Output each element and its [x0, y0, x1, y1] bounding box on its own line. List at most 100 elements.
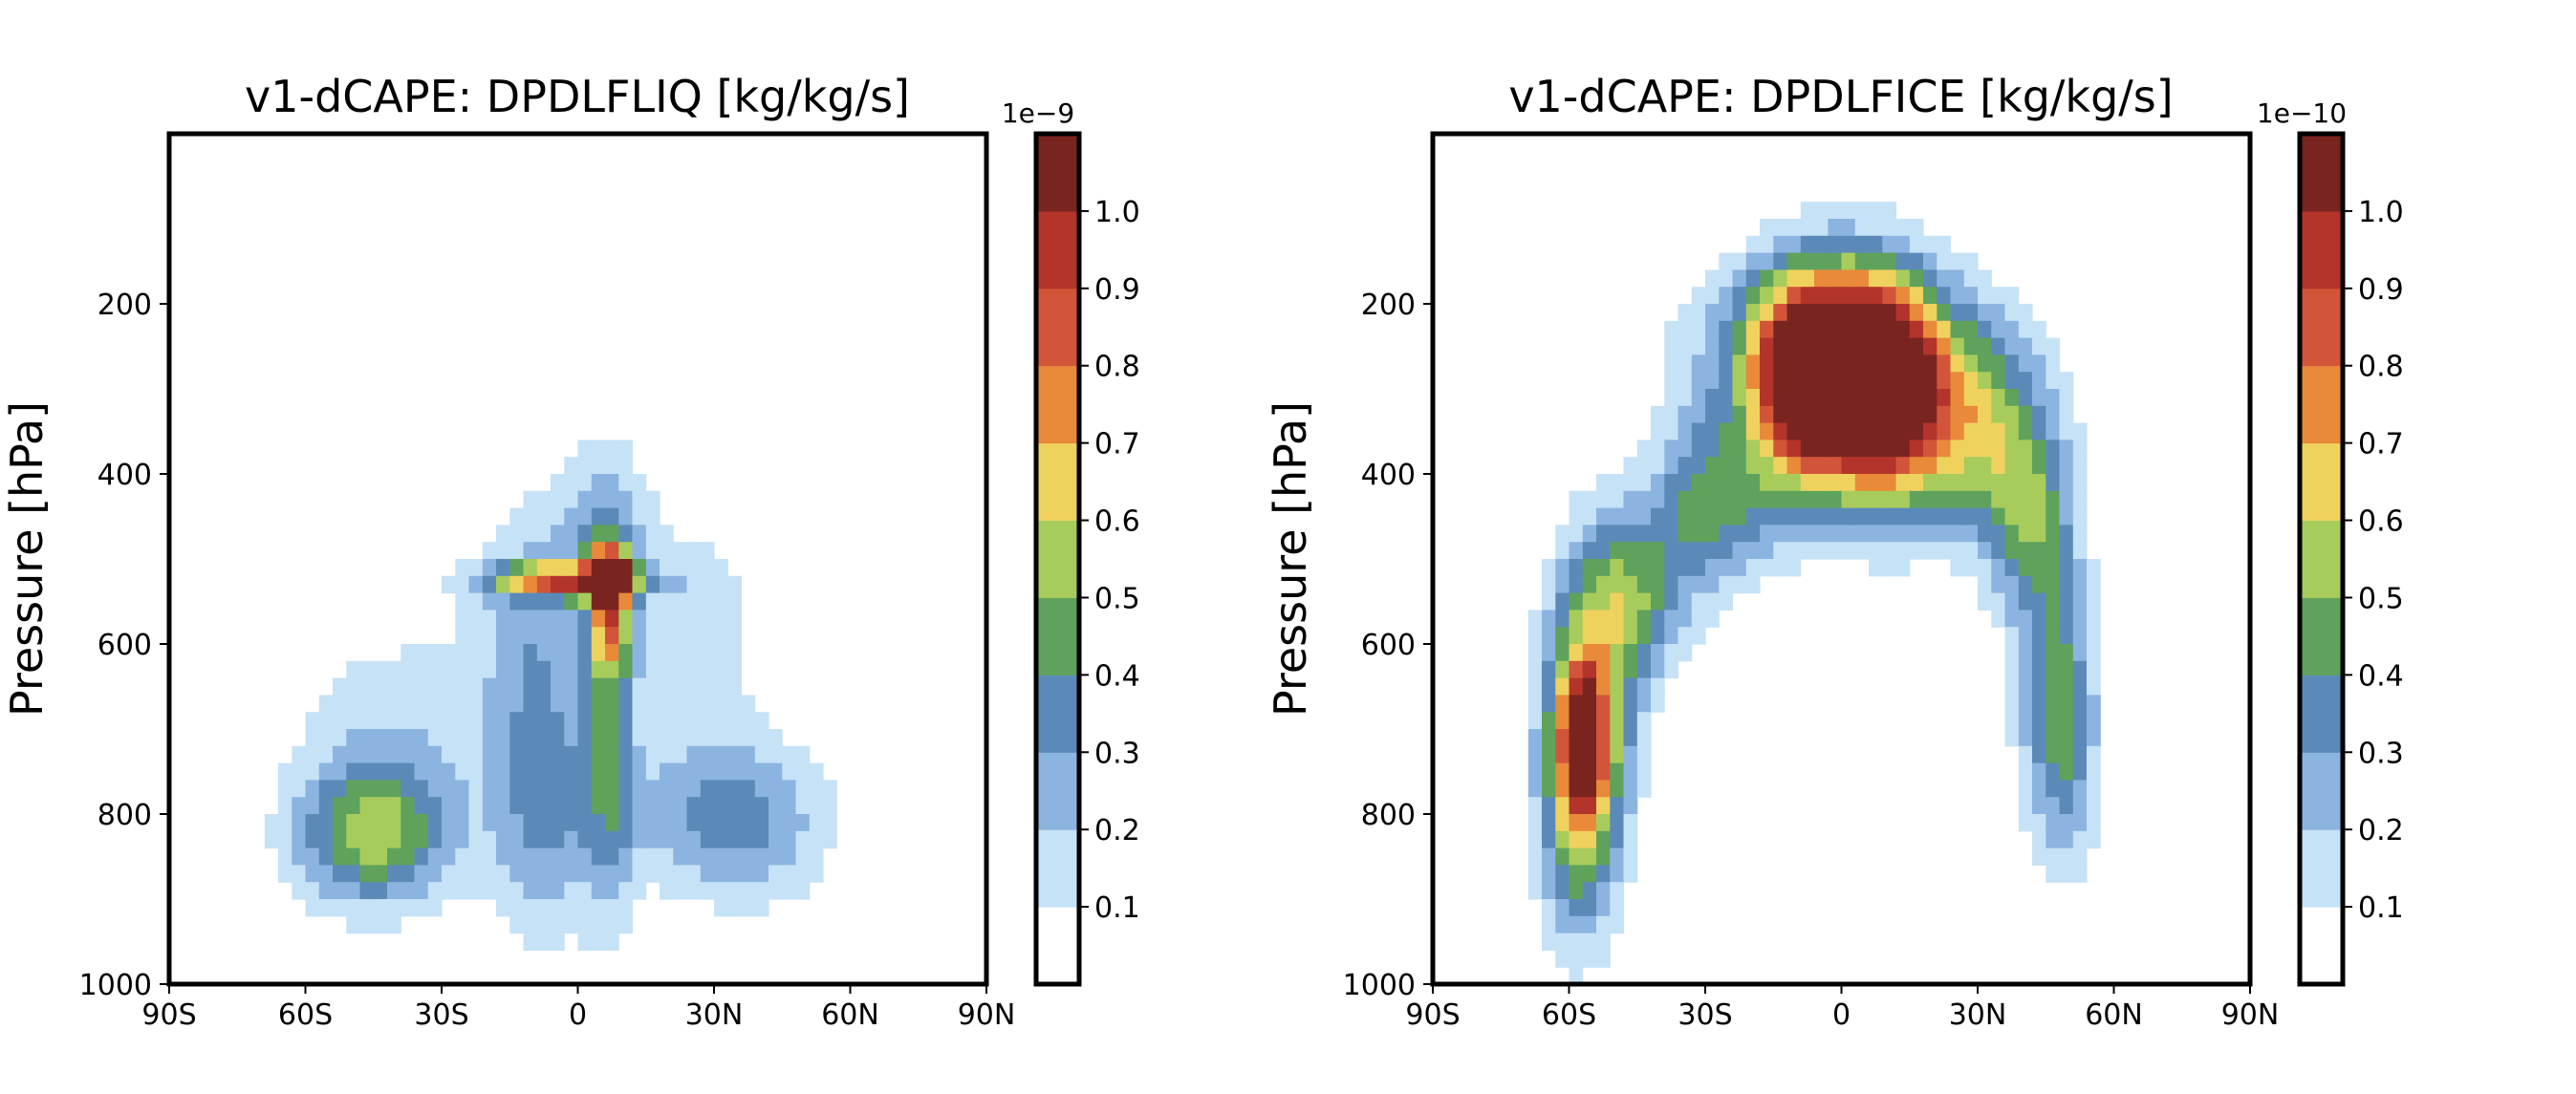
heatmap-cell — [387, 830, 401, 849]
heatmap-cell — [414, 830, 429, 849]
heatmap-cell — [1636, 490, 1652, 509]
heatmap-cell — [1841, 542, 1856, 560]
heatmap-cell — [1923, 457, 1937, 475]
heatmap-cell — [1950, 287, 1965, 305]
heatmap-cell — [618, 559, 634, 577]
heatmap-cell — [1636, 592, 1652, 611]
heatmap-cell — [577, 915, 593, 934]
colorbar-swatch — [1036, 134, 1079, 212]
heatmap-cell — [1582, 950, 1597, 968]
heatmap-cell — [1582, 780, 1597, 798]
heatmap-cell — [346, 729, 361, 747]
heatmap-cell — [645, 762, 660, 781]
heatmap-cell — [1814, 219, 1829, 237]
heatmap-cell — [2059, 644, 2074, 662]
heatmap-cell — [455, 762, 470, 781]
heatmap-cell — [727, 592, 743, 611]
heatmap-cell — [427, 695, 443, 713]
heatmap-cell — [373, 882, 388, 900]
heatmap-cell — [1678, 644, 1693, 662]
heatmap-cell — [1705, 507, 1720, 526]
heatmap-cell — [523, 780, 538, 798]
heatmap-cell — [1582, 830, 1597, 849]
heatmap-cell — [741, 729, 756, 747]
heatmap-cell — [1596, 814, 1611, 832]
heatmap-cell — [1991, 389, 2006, 407]
heatmap-cell — [1963, 457, 1979, 475]
heatmap-cell — [1991, 372, 2006, 390]
heatmap-cell — [536, 677, 552, 696]
heatmap-cell — [741, 830, 756, 849]
heatmap-cell — [1923, 507, 1937, 526]
heatmap-cell — [1869, 542, 1883, 560]
heatmap-cell — [1963, 507, 1979, 526]
heatmap-cell — [1636, 762, 1652, 781]
heatmap-cell — [387, 660, 401, 679]
heatmap-cell — [1610, 762, 1625, 781]
heatmap-cell — [2072, 627, 2088, 645]
heatmap-cell — [727, 762, 743, 781]
heatmap-cell — [1869, 235, 1883, 254]
heatmap-cell — [591, 559, 606, 577]
heatmap-cell — [2059, 422, 2074, 440]
heatmap-cell — [1569, 542, 1584, 560]
heatmap-cell — [673, 542, 688, 560]
heatmap-cell — [727, 660, 743, 679]
heatmap-cell — [1582, 559, 1597, 577]
heatmap-cell — [400, 712, 416, 730]
heatmap-cell — [1978, 440, 1992, 458]
heatmap-cell — [1841, 235, 1856, 254]
heatmap-cell — [741, 780, 756, 798]
heatmap-cell — [1786, 405, 1802, 424]
heatmap-cell — [618, 592, 634, 611]
colorbar-tick-label: 0.7 — [2358, 428, 2404, 461]
heatmap-cell — [700, 712, 715, 730]
heatmap-cell — [1950, 320, 1965, 339]
heatmap-cell — [1664, 660, 1679, 679]
heatmap-cell — [1555, 729, 1570, 747]
heatmap-cell — [2072, 474, 2088, 492]
heatmap-cell — [278, 814, 292, 832]
heatmap-cell — [2046, 507, 2061, 526]
heatmap-cell — [645, 525, 660, 543]
heatmap-cell — [632, 525, 647, 543]
heatmap-cell — [1678, 457, 1693, 475]
heatmap-cell — [523, 525, 538, 543]
heatmap-cell — [1773, 525, 1788, 543]
heatmap-cell — [645, 542, 660, 560]
heatmap-cell — [2046, 660, 2061, 679]
heatmap-cell — [1950, 337, 1965, 355]
heatmap-cell — [1978, 269, 1992, 288]
heatmap-cell — [523, 610, 538, 628]
heatmap-cell — [509, 899, 525, 917]
heatmap-cell — [1854, 440, 1870, 458]
heatmap-cell — [1732, 304, 1747, 322]
heatmap-cell — [482, 745, 497, 764]
heatmap-cell — [686, 797, 702, 815]
heatmap-cell — [1786, 507, 1802, 526]
heatmap-cell — [1773, 457, 1788, 475]
heatmap-cell — [1923, 235, 1937, 254]
heatmap-cell — [795, 865, 811, 883]
heatmap-cell — [1937, 490, 1952, 509]
heatmap-cell — [536, 542, 552, 560]
heatmap-cell — [727, 882, 743, 900]
heatmap-cell — [686, 729, 702, 747]
heatmap-cell — [2018, 695, 2033, 713]
heatmap-cell — [741, 882, 756, 900]
colorbar-tick-label: 0.8 — [2358, 351, 2404, 384]
heatmap-cell — [591, 762, 606, 781]
heatmap-cell — [292, 745, 307, 764]
heatmap-cell — [1786, 320, 1802, 339]
heatmap-cell — [1582, 762, 1597, 781]
heatmap-cell — [318, 847, 334, 866]
heatmap-cell — [618, 865, 634, 883]
heatmap-cell — [1582, 865, 1597, 883]
colorbar-swatch — [1036, 365, 1079, 444]
heatmap-cell — [1841, 269, 1856, 288]
heatmap-cell — [536, 847, 552, 866]
heatmap-cell — [1991, 457, 2006, 475]
heatmap-cell — [359, 745, 375, 764]
heatmap-cell — [591, 695, 606, 713]
heatmap-cell — [1950, 405, 1965, 424]
